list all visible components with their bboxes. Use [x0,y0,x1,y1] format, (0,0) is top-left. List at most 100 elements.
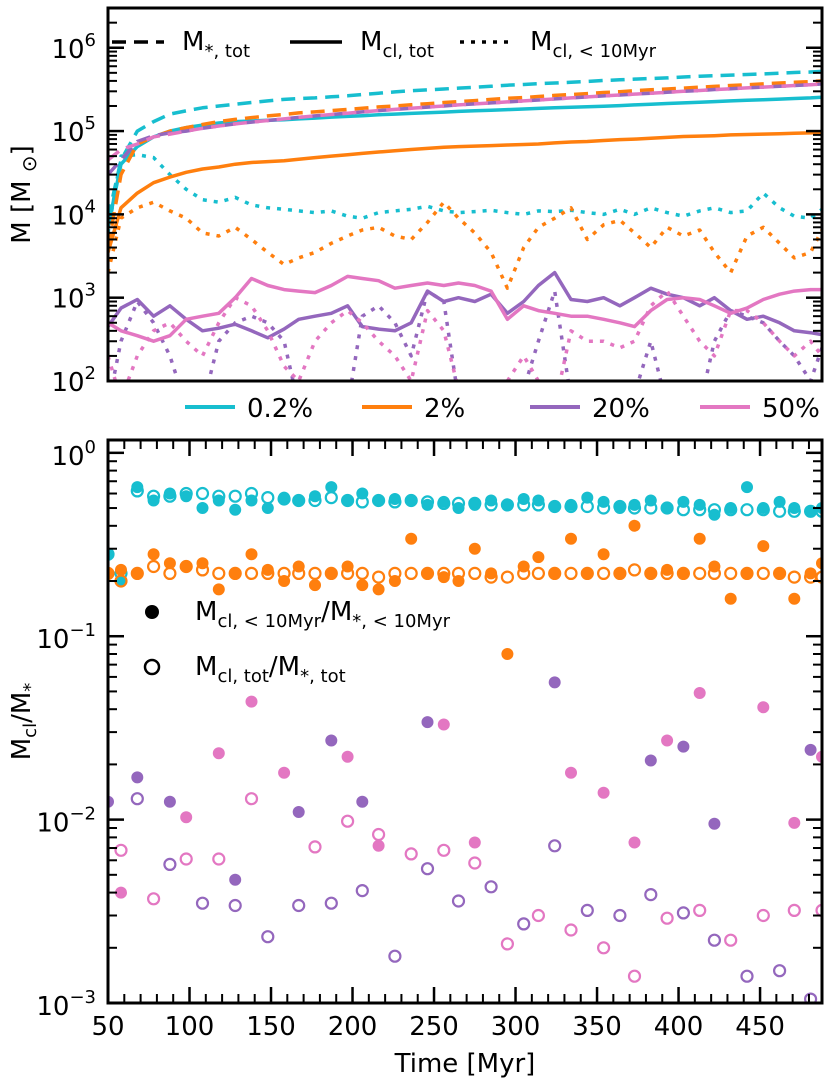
point-0.2%-open [228,489,242,503]
point-2%-filled [245,548,258,561]
y-tick-label: 103 [51,280,96,315]
point-2%-filled [147,548,160,561]
point-2%-filled [788,592,801,605]
x-tick-label: 450 [735,1012,785,1042]
point-2%-open [404,566,418,581]
point-2%-open [420,566,435,581]
legend-label-50%: 50% [762,394,820,424]
series-2%-dotted-line [108,200,822,290]
point-50%-filled [372,839,385,852]
point-50%-open [437,843,451,857]
point-0.2%-open [372,493,386,508]
point-2%-filled [501,648,514,660]
point-50%-filled [278,766,291,779]
point-2%-open [437,566,451,581]
point-2%-open [707,566,722,581]
point-50%-filled [115,886,127,899]
point-0.2%-open [147,489,161,503]
bottom-scatter-points [108,481,822,1003]
point-2%-open [261,566,275,581]
point-20%-filled [548,676,561,689]
point-50%-filled [788,816,801,829]
bottom-x-ticks: 50 100 150 200 250 300 350 400 450 [91,440,810,1042]
point-2%-open [815,570,822,584]
legend-open-label: Mcl, tot/M*, tot [195,652,346,687]
point-2%-open [163,566,177,581]
point-0.2%-open [756,503,770,517]
legend-dotted-label: Mcl, < 10Myr [530,27,657,62]
series-20%-dashed-line [108,82,822,176]
point-20%-open [644,887,658,902]
point-20%-open [324,896,338,910]
legend-dashed-label: M*, tot [182,27,250,62]
point-2%-filled [437,571,450,584]
point-2%-filled [628,519,641,532]
point-0.2%-open [195,486,210,501]
point-0.2%-open [676,503,691,517]
point-20%-open [676,906,691,920]
point-2%-open [517,566,531,581]
point-20%-open [163,857,177,872]
point-2%-filled [372,583,385,596]
point-0.2%-open [484,498,498,512]
point-2%-open [468,566,482,581]
point-50%-open [756,908,770,923]
point-50%-open [627,969,642,983]
series-50%-solid-line [108,274,822,343]
y-tick-label: 104 [51,196,96,231]
point-2%-open [627,563,642,577]
legend-solid-label: Mcl, tot [360,27,434,62]
point-20%-filled [292,806,305,818]
point-2%-open [740,566,754,581]
bottom-plot-frame [106,438,824,1005]
x-tick-label: 150 [246,1012,296,1042]
series-0.2%-dotted-line [108,152,822,234]
point-2%-filled [212,583,225,596]
point-0.2%-filled [741,481,753,494]
point-0.2%-filled [485,494,498,507]
point-20%-filled [708,817,721,830]
point-0.2%-open [660,501,674,515]
point-0.2%-open [404,493,418,508]
point-0.2%-open [324,491,338,505]
point-20%-open [355,883,369,898]
point-20%-open [580,903,594,918]
point-2%-filled [356,579,369,592]
point-0.2%-open [548,499,562,514]
point-0.2%-open [437,496,451,510]
point-50%-filled [565,766,577,779]
point-20%-open [772,964,787,978]
point-2%-open [500,570,514,584]
point-2%-open [277,566,291,581]
point-2%-open [644,566,658,581]
point-2%-filled [757,540,770,553]
point-2%-open [130,566,144,581]
point-0.2%-open [277,492,291,506]
point-20%-open [740,969,754,983]
point-50%-open [564,923,578,937]
point-0.2%-open [163,489,177,503]
point-0.2%-open [531,498,546,512]
point-0.2%-open [787,504,801,518]
point-50%-filled [180,811,193,824]
point-0.2%-open [693,503,707,517]
point-0.2%-filled [196,502,209,514]
point-2%-open [228,566,242,581]
point-20%-filled [421,716,434,729]
point-0.2%-filled [325,481,338,494]
legend-label-2%: 2% [424,394,465,424]
point-0.2%-open [772,504,787,518]
point-50%-filled [212,747,225,760]
point-0.2%-filled [229,503,242,516]
y-tick-label: 105 [51,113,96,148]
point-2%-open [772,566,787,581]
point-50%-open [404,847,418,861]
legend-label-0.2%: 0.2% [247,394,313,424]
point-2%-open [676,566,691,581]
point-2%-filled [405,532,418,545]
point-2%-open [756,566,770,581]
legend-filled-marker [145,605,159,619]
point-50%-open [724,933,738,947]
point-0.2%-open [420,495,435,509]
